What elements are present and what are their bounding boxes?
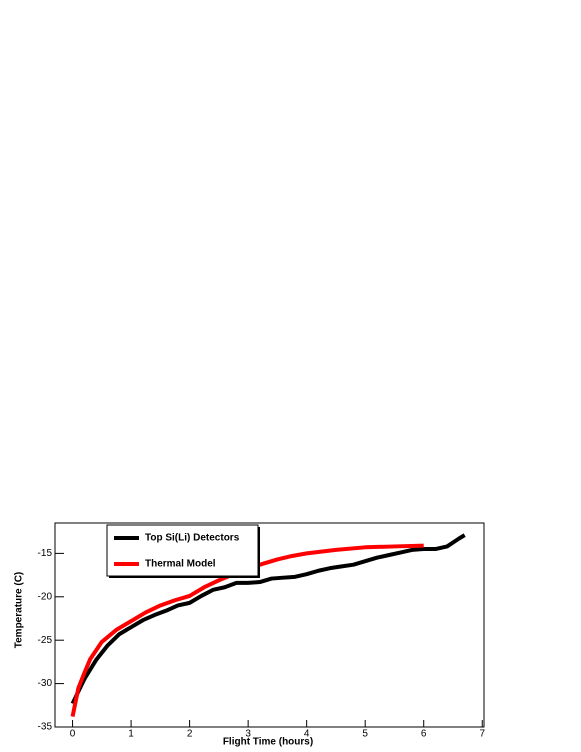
y-tick-label: -20 (38, 591, 53, 602)
y-axis-label: Temperature (C) (14, 572, 25, 649)
x-tick-label: 0 (70, 729, 76, 740)
x-tick-label: 3 (245, 729, 251, 740)
line-series (70, 533, 466, 705)
x-tick-label: 4 (304, 729, 310, 740)
x-tick-label: 7 (479, 729, 485, 740)
x-tick-label: 6 (421, 729, 427, 740)
x-tick-label: 5 (362, 729, 368, 740)
x-tick-label: 1 (128, 729, 134, 740)
y-tick-label: -30 (38, 678, 53, 689)
y-tick-label: -15 (38, 548, 53, 559)
x-axis-label: Flight Time (hours) (223, 737, 313, 748)
legend-box (106, 524, 259, 577)
y-tick-label: -25 (38, 635, 53, 646)
x-tick-label: 2 (187, 729, 193, 740)
line-series (70, 543, 424, 717)
plot-frame (54, 522, 485, 728)
legend-label: Thermal Model (145, 559, 216, 570)
y-tick-label: -35 (38, 722, 53, 733)
legend-label: Top Si(Li) Detectors (145, 533, 240, 544)
